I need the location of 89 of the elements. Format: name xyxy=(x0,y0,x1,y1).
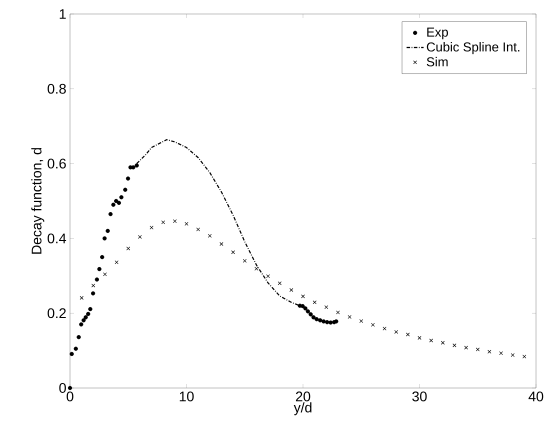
x-tick-label: 10 xyxy=(180,392,194,402)
point xyxy=(242,258,247,263)
point xyxy=(487,350,492,354)
point xyxy=(499,351,503,356)
point xyxy=(119,195,124,200)
point xyxy=(418,336,422,340)
point xyxy=(79,322,84,327)
point xyxy=(440,340,445,345)
point xyxy=(94,277,100,282)
point xyxy=(303,306,308,310)
point xyxy=(348,315,352,319)
point xyxy=(102,236,107,240)
point xyxy=(308,312,313,316)
point xyxy=(126,176,130,181)
point xyxy=(266,274,270,278)
point xyxy=(131,165,136,170)
point xyxy=(76,335,81,340)
point xyxy=(370,322,375,327)
point xyxy=(172,219,177,224)
point xyxy=(278,281,282,286)
point xyxy=(82,318,86,322)
y-tick-label: 0.4 xyxy=(48,233,66,244)
point xyxy=(429,338,434,342)
point xyxy=(324,305,328,310)
point xyxy=(88,306,92,312)
point xyxy=(138,234,142,239)
point xyxy=(100,255,104,260)
x-tick-label: 30 xyxy=(412,392,427,402)
y-tick-label: 0.6 xyxy=(48,158,66,169)
x-tick-label: 20 xyxy=(296,392,310,402)
point xyxy=(108,212,113,216)
y-tick-label: 1 xyxy=(60,9,66,19)
point xyxy=(322,319,326,324)
point xyxy=(220,242,224,246)
point xyxy=(114,198,118,204)
point xyxy=(208,234,212,238)
legend-label: Exp xyxy=(427,28,448,40)
y-axis-title: Decay function, d xyxy=(31,148,44,254)
point xyxy=(80,296,84,300)
point xyxy=(311,315,316,320)
point xyxy=(328,320,333,325)
point xyxy=(91,284,96,288)
point xyxy=(306,309,310,314)
point xyxy=(336,310,340,314)
y-tick-label: 0 xyxy=(59,383,66,393)
point xyxy=(318,318,322,322)
point xyxy=(289,288,294,292)
legend-label: Cubic Spline Int. xyxy=(426,42,520,54)
point xyxy=(522,354,526,359)
point xyxy=(150,226,154,230)
point xyxy=(90,291,96,296)
point xyxy=(116,200,122,205)
point xyxy=(510,353,515,358)
point xyxy=(312,300,317,304)
point xyxy=(476,348,480,352)
point xyxy=(452,343,456,348)
y-tick-label: 0.2 xyxy=(48,308,66,318)
point xyxy=(314,317,319,322)
x-tick-label: 0 xyxy=(66,392,74,402)
point xyxy=(359,319,364,323)
point xyxy=(97,266,102,272)
point xyxy=(254,266,258,271)
point xyxy=(382,326,386,330)
point xyxy=(126,246,130,250)
point xyxy=(114,260,119,264)
point xyxy=(394,330,398,334)
point xyxy=(231,250,236,254)
legend-label: Sim xyxy=(426,56,448,66)
point xyxy=(86,312,90,316)
point xyxy=(123,188,128,192)
point xyxy=(464,346,468,350)
point xyxy=(301,294,305,298)
point xyxy=(68,386,72,390)
point xyxy=(74,346,78,351)
point xyxy=(325,320,330,324)
x-axis-title: y/d xyxy=(294,402,312,416)
point xyxy=(84,315,88,320)
y-tick-label: 0.8 xyxy=(48,84,66,94)
point xyxy=(300,304,305,308)
point xyxy=(70,352,74,356)
point xyxy=(106,228,110,234)
point xyxy=(103,272,107,276)
point xyxy=(161,220,166,224)
x-tick-label: 40 xyxy=(528,392,544,402)
point xyxy=(406,332,410,336)
point xyxy=(111,202,116,207)
point xyxy=(134,163,139,168)
point xyxy=(184,222,188,226)
point xyxy=(196,228,200,232)
